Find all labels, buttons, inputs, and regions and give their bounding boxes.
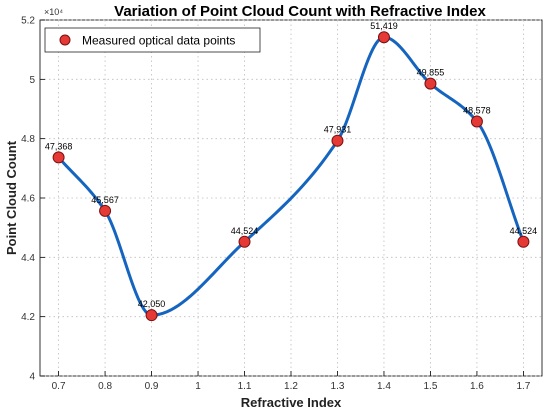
- data-point: [52, 151, 65, 164]
- data-point: [470, 115, 483, 128]
- legend-box: [44, 27, 261, 53]
- data-point: [99, 204, 112, 217]
- x-tick-label: 0.9: [145, 381, 159, 392]
- y-tick-label: 4.6: [21, 194, 35, 205]
- data-point: [377, 31, 390, 44]
- data-point-label: 48,578: [463, 106, 491, 116]
- x-tick-label: 1.4: [377, 381, 391, 392]
- y-tick-label: 5.2: [21, 16, 35, 27]
- data-point-label: 49,855: [417, 68, 445, 78]
- y-tick-label: 4: [29, 372, 35, 383]
- data-point-label: 45,567: [91, 195, 119, 205]
- x-tick-label: 1: [195, 381, 201, 392]
- data-point-label: 44,524: [510, 226, 538, 236]
- x-axis-label: Refractive Index: [241, 395, 342, 410]
- y-axis-label: Point Cloud Count: [4, 140, 19, 255]
- legend: Measured optical data points: [44, 27, 261, 53]
- chart-title: Variation of Point Cloud Count with Refr…: [114, 3, 486, 20]
- y-tick-label: 4.4: [21, 253, 35, 264]
- data-point-label: 47,931: [324, 125, 352, 135]
- legend-entry: Measured optical data points: [82, 34, 235, 48]
- data-point: [238, 235, 251, 248]
- x-tick-label: 1.5: [423, 381, 437, 392]
- data-labels: 47,368 45,567 42,050 44,524 47,931 51,419 49,8…: [45, 21, 537, 309]
- y-tick-label: 5: [29, 75, 35, 86]
- data-point: [424, 77, 437, 90]
- data-point: [517, 235, 530, 248]
- data-point: [331, 134, 344, 147]
- y-tick-label: 4.8: [21, 134, 35, 145]
- legend-marker: [59, 34, 71, 46]
- x-tick-label: 1.3: [331, 381, 345, 392]
- axis-ticks: 0.7 0.8 0.9 1 1.1 1.2 1.3 1.4 1.5 1.6 1.7 4 4.2 4.4 4.…: [21, 16, 531, 393]
- x-tick-label: 1.6: [470, 381, 484, 392]
- x-tick-label: 1.7: [516, 381, 530, 392]
- y-tick-label: 4.2: [21, 312, 35, 323]
- x-tick-label: 1.2: [284, 381, 298, 392]
- x-tick-label: 0.7: [52, 381, 66, 392]
- y-exponent-label: ×10⁴: [44, 7, 63, 17]
- data-markers: [52, 31, 530, 322]
- x-tick-label: 0.8: [98, 381, 112, 392]
- data-point-label: 44,524: [231, 226, 259, 236]
- data-point: [145, 309, 158, 322]
- x-tick-label: 1.1: [238, 381, 252, 392]
- data-point-label: 42,050: [138, 299, 166, 309]
- data-point-label: 51,419: [370, 21, 398, 31]
- data-point-label: 47,368: [45, 141, 73, 151]
